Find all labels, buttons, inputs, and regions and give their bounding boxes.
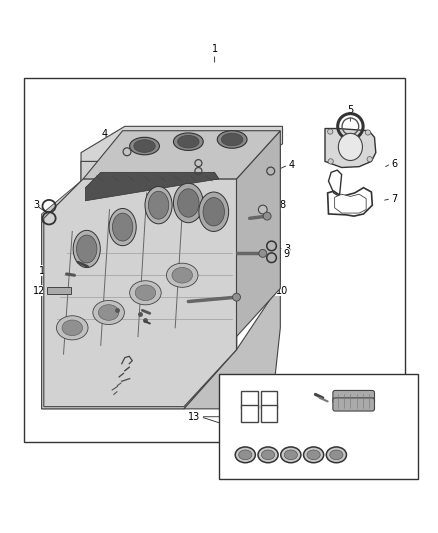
Ellipse shape	[172, 268, 192, 283]
Ellipse shape	[258, 447, 278, 463]
Ellipse shape	[203, 198, 224, 226]
Text: 16: 16	[149, 323, 161, 333]
Bar	[219, 374, 418, 479]
Ellipse shape	[284, 450, 297, 459]
Text: 19: 19	[57, 256, 69, 266]
Text: 2: 2	[185, 140, 191, 150]
Ellipse shape	[145, 187, 172, 224]
Ellipse shape	[326, 447, 346, 463]
Ellipse shape	[261, 450, 275, 459]
Ellipse shape	[263, 212, 271, 220]
Text: 11: 11	[132, 306, 144, 316]
Ellipse shape	[73, 230, 100, 268]
Ellipse shape	[135, 285, 155, 301]
Polygon shape	[237, 135, 280, 350]
Ellipse shape	[178, 189, 199, 217]
Polygon shape	[184, 284, 280, 409]
Text: 13: 13	[188, 411, 201, 422]
Bar	[261, 405, 277, 422]
Ellipse shape	[109, 208, 136, 246]
Text: 3: 3	[303, 466, 309, 476]
Ellipse shape	[99, 305, 119, 320]
Ellipse shape	[259, 249, 267, 257]
Ellipse shape	[130, 138, 159, 155]
Bar	[241, 391, 258, 408]
Polygon shape	[335, 194, 366, 213]
Ellipse shape	[328, 159, 333, 164]
Text: 17: 17	[120, 314, 132, 324]
Ellipse shape	[62, 320, 82, 336]
Ellipse shape	[239, 450, 252, 459]
Ellipse shape	[130, 281, 161, 305]
Ellipse shape	[173, 133, 203, 150]
Ellipse shape	[304, 447, 324, 463]
Text: 6: 6	[391, 159, 397, 168]
Ellipse shape	[57, 316, 88, 340]
FancyBboxPatch shape	[333, 391, 374, 403]
Text: 8: 8	[279, 200, 286, 210]
Text: 11: 11	[39, 266, 52, 276]
Ellipse shape	[148, 191, 169, 219]
Text: 18: 18	[95, 313, 108, 323]
Ellipse shape	[113, 213, 133, 241]
Ellipse shape	[367, 157, 372, 162]
Ellipse shape	[134, 140, 155, 152]
Ellipse shape	[235, 447, 255, 463]
Bar	[241, 405, 258, 422]
Ellipse shape	[307, 450, 320, 459]
Text: 12: 12	[380, 378, 392, 388]
Bar	[261, 391, 277, 408]
Text: 15: 15	[120, 347, 132, 357]
Ellipse shape	[281, 447, 301, 463]
Text: 3: 3	[228, 133, 234, 142]
Ellipse shape	[365, 130, 371, 135]
Ellipse shape	[233, 293, 240, 301]
Polygon shape	[81, 126, 283, 161]
Ellipse shape	[217, 131, 247, 148]
Text: 4: 4	[288, 160, 294, 170]
Polygon shape	[83, 131, 280, 179]
Ellipse shape	[338, 133, 363, 160]
Polygon shape	[81, 135, 280, 181]
FancyBboxPatch shape	[47, 287, 71, 294]
Text: 13: 13	[188, 411, 201, 422]
Polygon shape	[85, 172, 219, 201]
Text: 3: 3	[284, 244, 290, 254]
Polygon shape	[325, 128, 376, 167]
Ellipse shape	[77, 235, 97, 263]
Text: 14: 14	[146, 379, 158, 390]
Text: 1: 1	[212, 44, 218, 54]
Polygon shape	[42, 161, 237, 409]
Text: 5: 5	[347, 105, 353, 115]
Ellipse shape	[222, 133, 243, 146]
Text: 9: 9	[283, 249, 289, 259]
Ellipse shape	[166, 263, 198, 287]
Text: 11: 11	[309, 378, 321, 388]
Ellipse shape	[258, 205, 267, 214]
Text: 10: 10	[276, 286, 288, 296]
Polygon shape	[44, 179, 237, 407]
Text: 7: 7	[391, 193, 397, 204]
FancyBboxPatch shape	[333, 398, 374, 411]
Polygon shape	[237, 131, 280, 350]
Text: 4: 4	[226, 401, 232, 411]
Text: 3: 3	[33, 200, 39, 210]
Ellipse shape	[178, 135, 199, 148]
Text: 12: 12	[33, 286, 46, 296]
Ellipse shape	[330, 450, 343, 459]
Ellipse shape	[328, 129, 333, 134]
Ellipse shape	[93, 301, 124, 325]
Ellipse shape	[173, 183, 203, 223]
Bar	[24, 78, 405, 442]
Text: 4: 4	[101, 129, 107, 139]
Polygon shape	[42, 181, 237, 409]
Ellipse shape	[199, 192, 229, 231]
